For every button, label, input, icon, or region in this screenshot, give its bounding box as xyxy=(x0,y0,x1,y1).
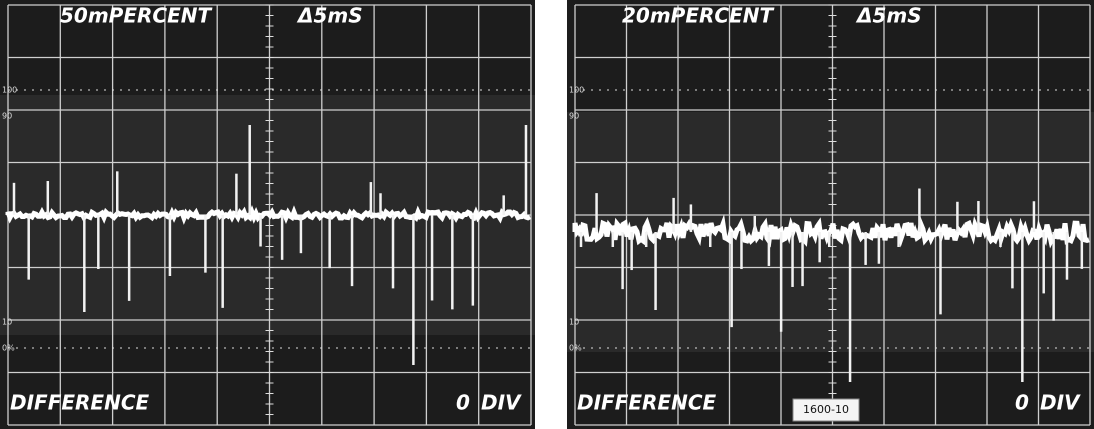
timebase-label: Δ5mS xyxy=(855,4,922,28)
scale-label: 20mPERCENT xyxy=(622,4,774,28)
graticule-label: 100 xyxy=(2,86,17,95)
graticule-label: 100 xyxy=(569,86,584,95)
position-label: 0 xyxy=(456,391,470,415)
scope-photos: 50mPERCENT Δ5mS DIFFERENCE 0 DIV 100 90 … xyxy=(0,0,1094,429)
scope-panel: 50mPERCENT Δ5mS DIFFERENCE 0 DIV 100 90 … xyxy=(0,0,535,429)
screen xyxy=(0,0,535,429)
timebase-label: Δ5mS xyxy=(296,4,363,28)
unit-label: DIV xyxy=(481,391,522,415)
graticule-label: 10 xyxy=(2,318,12,327)
position-label: 0 xyxy=(1015,391,1029,415)
unit-label: DIV xyxy=(1040,391,1081,415)
graticule-label: 10 xyxy=(569,318,579,327)
graticule-label: 0% xyxy=(2,344,15,353)
graticule-label: 90 xyxy=(569,112,579,121)
mode-label: DIFFERENCE xyxy=(10,391,150,415)
graticule-label: 0% xyxy=(569,344,582,353)
scale-label: 50mPERCENT xyxy=(60,4,212,28)
figure-id: 1600-10 xyxy=(803,403,849,416)
scope-panel: 20mPERCENT Δ5mS DIFFERENCE 0 DIV 100 90 … xyxy=(567,0,1094,429)
graticule-label: 90 xyxy=(2,112,12,121)
screen xyxy=(567,0,1094,429)
mode-label: DIFFERENCE xyxy=(577,391,717,415)
